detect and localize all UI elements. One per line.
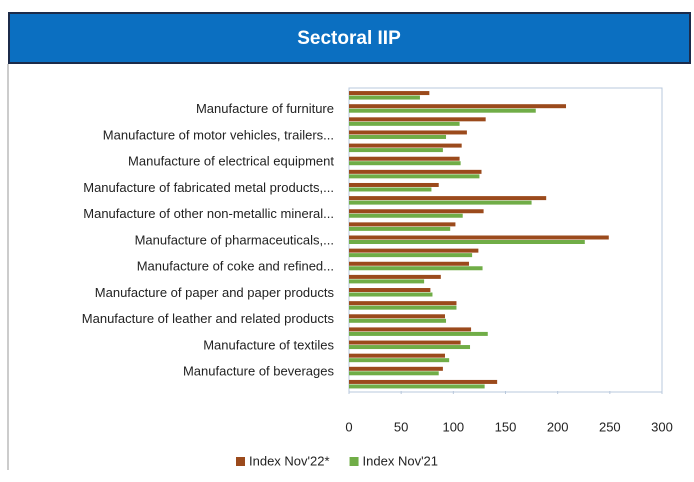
x-tick-label: 0 (345, 419, 352, 434)
bar (349, 235, 609, 240)
bar (349, 156, 460, 161)
bar (349, 196, 547, 201)
x-tick-label: 100 (442, 419, 464, 434)
bar (349, 174, 480, 179)
bar (349, 261, 469, 266)
y-tick-label: Manufacture of other non-metallic minera… (83, 206, 334, 221)
bar (349, 274, 441, 279)
y-tick-label: Manufacture of furniture (196, 101, 334, 116)
x-tick-label: 200 (547, 419, 569, 434)
bar (349, 371, 439, 376)
bar (349, 182, 439, 187)
bar (349, 314, 445, 319)
bar (349, 108, 536, 113)
bar (349, 305, 457, 310)
bar (349, 253, 473, 258)
bar (349, 213, 463, 218)
bar (349, 353, 445, 358)
bar (349, 148, 443, 153)
bar (349, 104, 567, 109)
y-tick-label: Manufacture of beverages (183, 364, 335, 379)
bar (349, 169, 482, 174)
bar (349, 121, 460, 126)
chart-title: Sectoral IIP (297, 28, 401, 49)
bar (349, 248, 479, 253)
bar (349, 187, 432, 192)
bar (349, 134, 447, 139)
y-tick-label: Manufacture of textiles (203, 337, 334, 352)
bar (349, 209, 484, 214)
bar (349, 292, 433, 297)
legend-swatch (349, 457, 359, 466)
bar (349, 318, 447, 323)
bar (349, 384, 485, 389)
x-tick-label: 50 (394, 419, 408, 434)
title-banner (8, 12, 691, 64)
legend-swatch (236, 457, 245, 466)
y-tick-label: Manufacture of fabricated metal products… (83, 180, 334, 195)
bar (349, 143, 462, 148)
bar (349, 130, 467, 135)
bar (349, 266, 483, 271)
x-tick-label: 300 (651, 419, 673, 434)
bar (349, 301, 457, 306)
legend-label: Index Nov'21 (363, 453, 438, 468)
bar (349, 95, 420, 100)
y-tick-label: Manufacture of coke and refined... (137, 259, 334, 274)
bar (349, 345, 471, 350)
legend-label: Index Nov'22* (249, 453, 330, 468)
bar (349, 379, 498, 384)
x-tick-label: 250 (599, 419, 621, 434)
bar (349, 327, 472, 332)
bar (349, 200, 532, 205)
y-tick-label: Manufacture of paper and paper products (95, 285, 335, 300)
bar (349, 222, 456, 227)
bar (349, 340, 461, 345)
bar (349, 161, 461, 166)
y-tick-label: Manufacture of electrical equipment (128, 154, 334, 169)
bar (349, 331, 488, 336)
y-tick-label: Manufacture of leather and related produ… (82, 311, 335, 326)
y-tick-label: Manufacture of motor vehicles, trailers.… (103, 127, 334, 142)
bar (349, 117, 486, 122)
bar (349, 91, 430, 96)
bar (349, 226, 451, 231)
bar (349, 358, 450, 363)
bar (349, 288, 431, 293)
y-tick-label: Manufacture of pharmaceuticals,... (135, 232, 334, 247)
x-tick-label: 150 (495, 419, 517, 434)
bar (349, 366, 443, 371)
bar (349, 240, 585, 244)
bar (349, 279, 425, 284)
